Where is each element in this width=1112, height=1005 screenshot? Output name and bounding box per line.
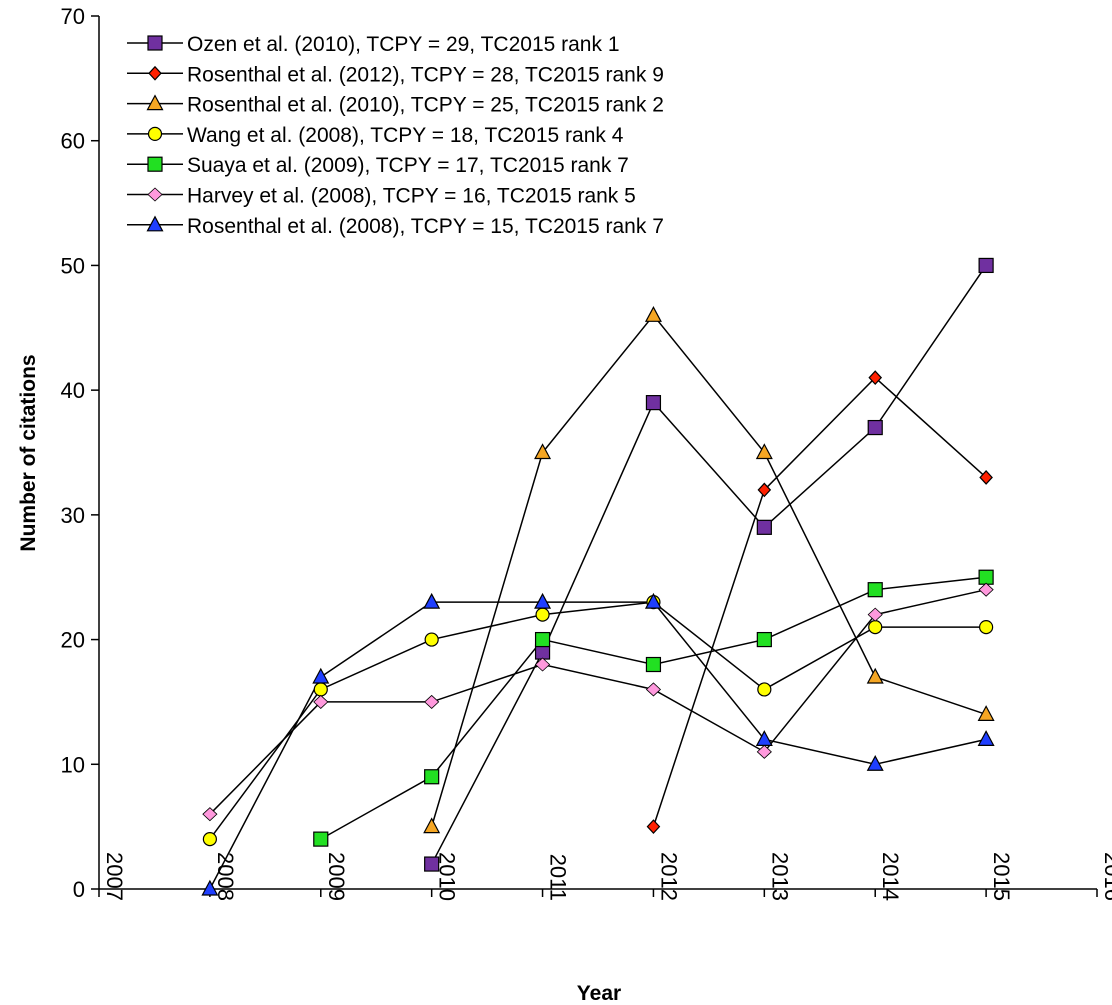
x-tick-label: 2015	[989, 852, 1014, 901]
legend-marker	[147, 126, 163, 141]
x-tick-label: 2012	[656, 852, 681, 901]
x-tick-label: 2014	[878, 852, 903, 901]
series-line-6	[209, 601, 987, 890]
legend-marker	[147, 156, 163, 172]
data-point-series-3	[202, 832, 217, 847]
legend-marker	[147, 187, 163, 202]
data-point-series-3	[868, 619, 883, 635]
data-point-series-5	[202, 807, 218, 822]
legend-marker	[146, 215, 164, 232]
legend: Ozen et al. (2010), TCPY = 29, TC2015 ra…	[127, 33, 664, 238]
data-point-series-4	[867, 582, 883, 598]
x-axis-title: Year	[577, 982, 621, 1005]
data-point-series-2	[644, 306, 662, 322]
data-point-series-2	[755, 443, 773, 460]
data-point-series-1	[979, 470, 993, 485]
data-point-series-0	[978, 257, 994, 274]
legend-label: Suaya et al. (2009), TCPY = 17, TC2015 r…	[187, 154, 629, 177]
data-point-series-6	[644, 592, 662, 609]
data-point-series-0	[756, 519, 772, 535]
y-tick-label: 70	[61, 4, 85, 29]
axes	[98, 16, 1097, 890]
data-point-series-0	[645, 395, 662, 411]
data-point-series-5	[978, 582, 994, 597]
x-tick-label: 2016	[1100, 852, 1112, 901]
y-tick-label: 60	[61, 129, 85, 154]
data-point-series-4	[978, 569, 994, 585]
data-point-series-5	[756, 744, 772, 759]
data-point-series-0	[867, 419, 883, 436]
data-point-series-6	[312, 667, 330, 684]
data-point-series-4	[424, 769, 440, 785]
data-point-series-6	[534, 592, 552, 609]
data-point-series-2	[977, 705, 995, 722]
x-tick-label: 2013	[767, 852, 792, 901]
legend-marker	[147, 35, 163, 51]
data-point-series-4	[645, 656, 662, 673]
data-point-series-6	[201, 879, 219, 896]
data-point-series-1	[868, 370, 883, 386]
data-point-series-6	[866, 755, 884, 771]
data-point-series-6	[755, 730, 773, 746]
series-line-0	[431, 265, 987, 865]
x-tick-label: 2009	[324, 852, 349, 901]
data-point-series-1	[757, 482, 772, 498]
data-point-series-5	[424, 694, 440, 709]
legend-label: Wang et al. (2008), TCPY = 18, TC2015 ra…	[187, 124, 624, 147]
data-point-series-5	[313, 694, 329, 709]
series-lines	[209, 265, 987, 890]
data-point-series-3	[535, 607, 550, 622]
data-point-series-3	[424, 632, 439, 647]
data-point-series-6	[423, 592, 441, 609]
series-line-5	[209, 588, 987, 815]
legend-label: Harvey et al. (2008), TCPY = 16, TC2015 …	[187, 185, 636, 208]
data-point-series-3	[979, 619, 994, 635]
data-point-series-5	[534, 657, 551, 672]
legend-marker	[146, 94, 164, 111]
data-point-series-5	[867, 607, 883, 622]
data-point-series-4	[313, 831, 329, 847]
y-tick-label: 20	[61, 628, 85, 653]
data-point-series-2	[866, 667, 884, 684]
x-tick-label: 2011	[546, 854, 571, 901]
y-axis-title: Number of citations	[17, 354, 40, 551]
data-point-series-4	[534, 631, 551, 648]
legend-label: Rosenthal et al. (2008), TCPY = 15, TC20…	[187, 215, 664, 238]
data-point-series-1	[646, 819, 661, 835]
y-tick-label: 0	[73, 877, 85, 902]
data-point-series-4	[756, 631, 772, 648]
legend-marker	[148, 65, 162, 81]
data-point-series-2	[534, 443, 552, 460]
series-line-2	[430, 314, 987, 827]
series-line-4	[320, 576, 987, 840]
legend-label: Rosenthal et al. (2012), TCPY = 28, TC20…	[187, 63, 664, 86]
series-line-1	[652, 376, 987, 827]
data-point-series-0	[424, 856, 440, 872]
y-tick-label: 10	[61, 752, 85, 777]
series-line-3	[209, 601, 987, 840]
data-point-series-6	[977, 730, 995, 746]
series-markers	[201, 257, 995, 896]
data-point-series-3	[757, 682, 772, 697]
x-tick-label: 2007	[102, 852, 127, 901]
data-point-series-5	[645, 682, 662, 697]
y-tick-label: 50	[61, 253, 85, 278]
data-point-series-2	[423, 817, 441, 834]
data-point-series-3	[313, 682, 328, 697]
legend-label: Ozen et al. (2010), TCPY = 29, TC2015 ra…	[187, 33, 620, 56]
legend-label: Rosenthal et al. (2010), TCPY = 25, TC20…	[187, 94, 664, 117]
y-tick-label: 40	[61, 378, 85, 403]
y-tick-label: 30	[61, 503, 85, 528]
